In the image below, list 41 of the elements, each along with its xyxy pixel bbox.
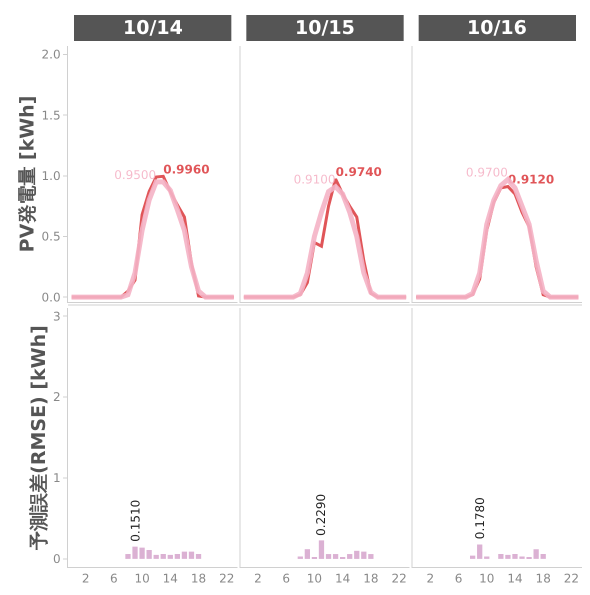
y-tick-label: 2.0 <box>42 48 61 62</box>
x-tick-label: 22 <box>219 571 234 586</box>
x-tick-label: 22 <box>391 571 407 586</box>
y-tick-label: 1.5 <box>42 108 61 122</box>
x-tick-label: 10 <box>479 571 494 586</box>
x-tick-label: 18 <box>190 571 206 586</box>
data-label: 0.9700 <box>466 165 508 180</box>
x-tick-label: 2 <box>82 571 90 586</box>
x-tick-label: 2 <box>254 571 262 586</box>
x-tick-label: 10 <box>134 571 150 586</box>
data-label: 0.9740 <box>336 164 382 179</box>
data-label: 0.9100 <box>294 172 336 187</box>
chart-title: 10/16 <box>467 17 527 39</box>
data-label: 0.1780 <box>473 497 488 540</box>
x-tick-label: 6 <box>454 571 462 586</box>
x-tick-label: 6 <box>110 571 118 586</box>
x-tick-label: 14 <box>507 571 523 586</box>
y-tick-label: 3 <box>52 309 61 324</box>
x-tick-label: 18 <box>363 571 379 586</box>
x-tick-label: 14 <box>335 571 350 586</box>
y-tick-label: 0.0 <box>42 290 61 304</box>
x-tick-label: 18 <box>536 571 551 586</box>
y-axis-title: 予測誤差(RMSE) [kWh] <box>28 325 50 551</box>
data-label: 0.1510 <box>128 500 142 542</box>
x-tick-label: 14 <box>162 571 178 586</box>
y-axis-title: PV発電量 [kWh] <box>16 96 38 252</box>
data-label: 0.9120 <box>508 172 554 186</box>
y-tick-label: 1.0 <box>42 169 61 184</box>
y-tick-label: 0.5 <box>42 230 61 244</box>
y-tick-label: 1 <box>52 471 61 486</box>
chart-title: 10/14 <box>123 17 183 39</box>
x-tick-label: 22 <box>564 571 580 586</box>
x-tick-label: 6 <box>282 571 290 586</box>
data-label: 0.9500 <box>114 168 156 182</box>
data-label: 0.9960 <box>163 162 210 176</box>
y-tick-label: 2 <box>52 390 61 404</box>
x-tick-label: 10 <box>306 571 322 586</box>
chart-title: 10/15 <box>295 17 355 39</box>
data-label: 0.2290 <box>314 494 328 536</box>
x-tick-label: 2 <box>426 571 434 586</box>
y-tick-label: 0 <box>52 552 61 566</box>
